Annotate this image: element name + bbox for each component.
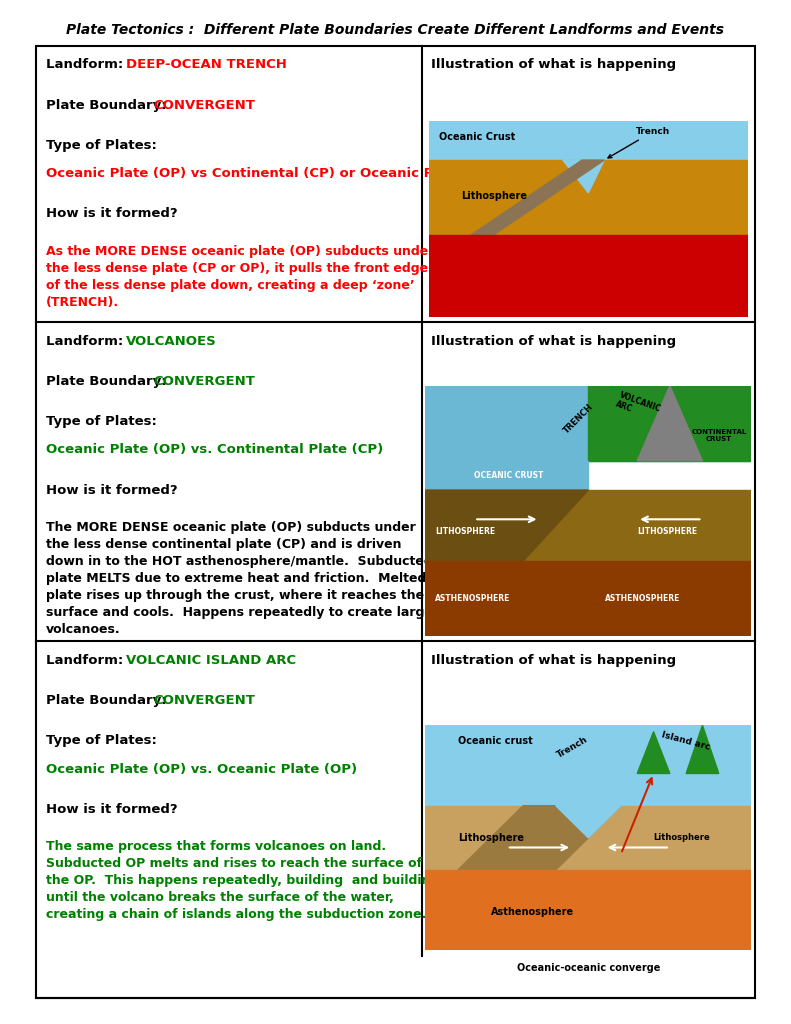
Text: VOLCANOES: VOLCANOES bbox=[127, 335, 217, 347]
Text: How is it formed?: How is it formed? bbox=[46, 483, 177, 497]
Text: Oceanic Plate (OP) vs Continental (CP) or Oceanic Plate: Oceanic Plate (OP) vs Continental (CP) o… bbox=[46, 167, 462, 180]
Text: Landform:: Landform: bbox=[46, 335, 137, 347]
Text: The MORE DENSE oceanic plate (OP) subducts under
the less dense continental plat: The MORE DENSE oceanic plate (OP) subduc… bbox=[46, 521, 433, 636]
Text: DEEP-OCEAN TRENCH: DEEP-OCEAN TRENCH bbox=[127, 58, 287, 72]
Text: VOLCANIC ISLAND ARC: VOLCANIC ISLAND ARC bbox=[127, 653, 297, 667]
Text: CONVERGENT: CONVERGENT bbox=[153, 98, 255, 112]
Text: Type of Plates:: Type of Plates: bbox=[46, 734, 157, 746]
Text: Type of Plates:: Type of Plates: bbox=[46, 415, 157, 428]
Text: How is it formed?: How is it formed? bbox=[46, 803, 177, 816]
Text: Landform:: Landform: bbox=[46, 58, 137, 72]
Text: Plate Boundary:: Plate Boundary: bbox=[46, 693, 180, 707]
Text: Illustration of what is happening: Illustration of what is happening bbox=[431, 653, 676, 667]
Text: Oceanic Plate (OP) vs. Continental Plate (CP): Oceanic Plate (OP) vs. Continental Plate… bbox=[46, 443, 383, 457]
Text: Landform:: Landform: bbox=[46, 653, 137, 667]
Text: Plate Boundary:: Plate Boundary: bbox=[46, 98, 180, 112]
Text: How is it formed?: How is it formed? bbox=[46, 208, 177, 220]
Text: Type of Plates:: Type of Plates: bbox=[46, 138, 157, 152]
Text: As the MORE DENSE oceanic plate (OP) subducts under
the less dense plate (CP or : As the MORE DENSE oceanic plate (OP) sub… bbox=[46, 245, 434, 309]
Text: Plate Boundary:: Plate Boundary: bbox=[46, 375, 180, 388]
Text: Plate Tectonics :  Different Plate Boundaries Create Different Landforms and Eve: Plate Tectonics : Different Plate Bounda… bbox=[66, 23, 725, 37]
Text: CONVERGENT: CONVERGENT bbox=[153, 693, 255, 707]
Text: CONVERGENT: CONVERGENT bbox=[153, 375, 255, 388]
Text: Illustration of what is happening: Illustration of what is happening bbox=[431, 58, 676, 72]
Text: Oceanic Plate (OP) vs. Oceanic Plate (OP): Oceanic Plate (OP) vs. Oceanic Plate (OP… bbox=[46, 763, 357, 775]
Text: Illustration of what is happening: Illustration of what is happening bbox=[431, 335, 676, 347]
Text: The same process that forms volcanoes on land.
Subducted OP melts and rises to r: The same process that forms volcanoes on… bbox=[46, 840, 439, 921]
